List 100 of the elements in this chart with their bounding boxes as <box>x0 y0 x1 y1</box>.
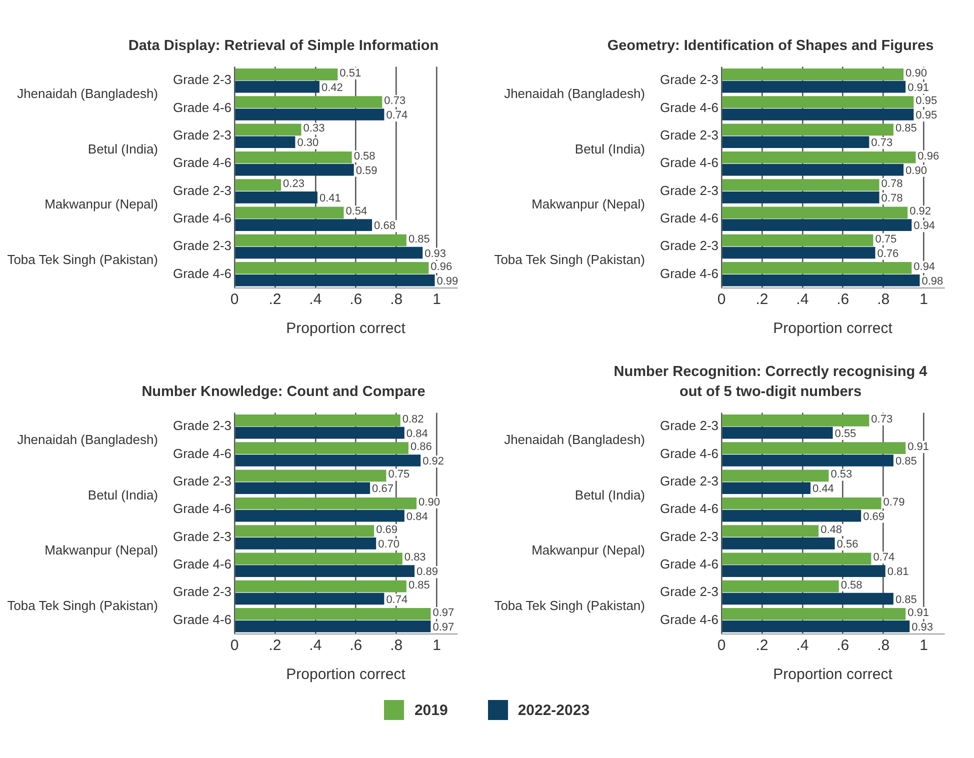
bar <box>722 192 880 204</box>
y-tick-label: Grade 2-3 <box>660 182 719 198</box>
data-label: 0.51 <box>340 67 362 80</box>
bar <box>235 552 402 565</box>
bar <box>722 274 920 286</box>
data-label: 0.59 <box>356 164 378 177</box>
bar <box>235 151 352 164</box>
data-label: 0.85 <box>895 122 917 135</box>
data-label: 0.96 <box>430 260 452 273</box>
x-tick-label: .2 <box>756 291 768 308</box>
bar <box>722 608 906 620</box>
x-tick-label: .2 <box>756 637 768 654</box>
bar <box>722 454 894 466</box>
x-tick-label: .4 <box>309 291 322 308</box>
bar <box>722 219 912 232</box>
bar <box>235 525 374 537</box>
text: Jhenaidah (Bangladesh) <box>504 86 645 102</box>
data-label: 0.97 <box>432 621 454 634</box>
text: Toba Tek Singh (Pakistan) <box>7 252 158 267</box>
data-label: 0.92 <box>422 456 444 468</box>
bar <box>722 510 862 522</box>
data-label: 0.78 <box>881 178 903 190</box>
data-label: 0.74 <box>386 594 408 606</box>
y-tick-label: Grade 4-6 <box>660 155 719 170</box>
data-label: 0.90 <box>906 164 927 177</box>
x-tick-label: 1 <box>432 637 441 654</box>
bar <box>722 414 870 426</box>
data-label: 0.84 <box>406 510 428 523</box>
y-tick-label: Grade 2-3 <box>660 584 719 600</box>
y-tick-label: Grade 2-3 <box>660 528 719 544</box>
x-axis-title: Proportion correct <box>286 320 406 338</box>
data-label: 0.95 <box>916 95 938 108</box>
y-tick-label: Grade 4-6 <box>660 210 719 226</box>
chart-title: Number Recognition: Correctly recognising 4 out of 5 two-digit numbers <box>612 363 928 402</box>
bar <box>235 219 372 232</box>
x-tick-label: .2 <box>268 291 282 308</box>
y-tick-label: Grade 4-6 <box>172 266 232 281</box>
bar <box>722 538 835 550</box>
x-axis-title: Proportion correct <box>773 666 894 684</box>
bar <box>722 580 839 592</box>
data-label: 0.98 <box>922 275 944 288</box>
bar <box>235 608 431 620</box>
data-label: 0.33 <box>303 122 325 135</box>
bar <box>722 246 876 259</box>
y-tick-label: Grade 2-3 <box>172 474 232 489</box>
data-label: 0.55 <box>834 428 856 440</box>
text: Toba Tek Singh (Pakistan) <box>494 252 645 267</box>
x-tick-label: .6 <box>350 291 362 308</box>
data-label: 0.94 <box>914 220 936 232</box>
x-axis-title: Proportion correct <box>773 320 894 338</box>
bar <box>722 592 894 605</box>
bar <box>235 246 423 259</box>
y-tick-label: Grade 2-3 <box>660 128 719 143</box>
chart-title: Number Knowledge: Count and Compare <box>140 383 426 402</box>
y-tick-label: Grade 4-6 <box>172 100 232 115</box>
data-label: 0.58 <box>354 150 376 162</box>
y-tick-label: Grade 4-6 <box>660 100 719 115</box>
bar <box>722 96 914 108</box>
bar <box>722 525 819 537</box>
text: Makwanpur (Nepal) <box>44 196 158 212</box>
data-label: 0.73 <box>871 413 893 426</box>
data-label: 0.67 <box>372 483 394 496</box>
bar <box>722 164 904 176</box>
data-label: 0.76 <box>877 248 899 260</box>
data-label: 0.96 <box>918 150 940 162</box>
data-label: 0.73 <box>871 137 893 150</box>
bar <box>235 510 404 522</box>
text: Makwanpur (Nepal) <box>532 542 645 558</box>
data-label: 0.93 <box>912 621 934 634</box>
y-tick-label: Grade 4-6 <box>660 446 719 461</box>
bar <box>235 482 370 494</box>
bar <box>235 565 415 578</box>
x-tick-label: .2 <box>268 637 282 654</box>
data-label: 0.81 <box>887 566 909 578</box>
x-tick-label: .6 <box>350 637 362 654</box>
data-label: 0.90 <box>906 67 927 80</box>
data-label: 0.86 <box>410 441 432 454</box>
bar <box>235 164 354 176</box>
bar <box>722 151 916 164</box>
bar <box>722 108 914 120</box>
y-tick-label: Grade 2-3 <box>172 238 232 254</box>
bar <box>722 206 908 219</box>
y-tick-label: Grade 2-3 <box>660 72 719 88</box>
data-label: 0.99 <box>436 275 458 288</box>
bar <box>722 136 870 148</box>
bar <box>722 482 811 494</box>
bar <box>235 80 320 93</box>
bar <box>235 580 406 592</box>
data-label: 0.75 <box>875 233 897 246</box>
text: Makwanpur (Nepal) <box>532 196 645 212</box>
data-label: 0.74 <box>873 552 895 564</box>
bar <box>722 426 833 439</box>
x-tick-label: 1 <box>920 291 928 308</box>
data-label: 0.69 <box>376 524 398 536</box>
bar <box>722 80 906 93</box>
legend-label: 2019 <box>414 702 448 718</box>
bar <box>722 262 912 274</box>
x-tick-label: 0 <box>230 637 239 654</box>
data-label: 0.89 <box>416 566 438 578</box>
bar <box>235 136 296 148</box>
